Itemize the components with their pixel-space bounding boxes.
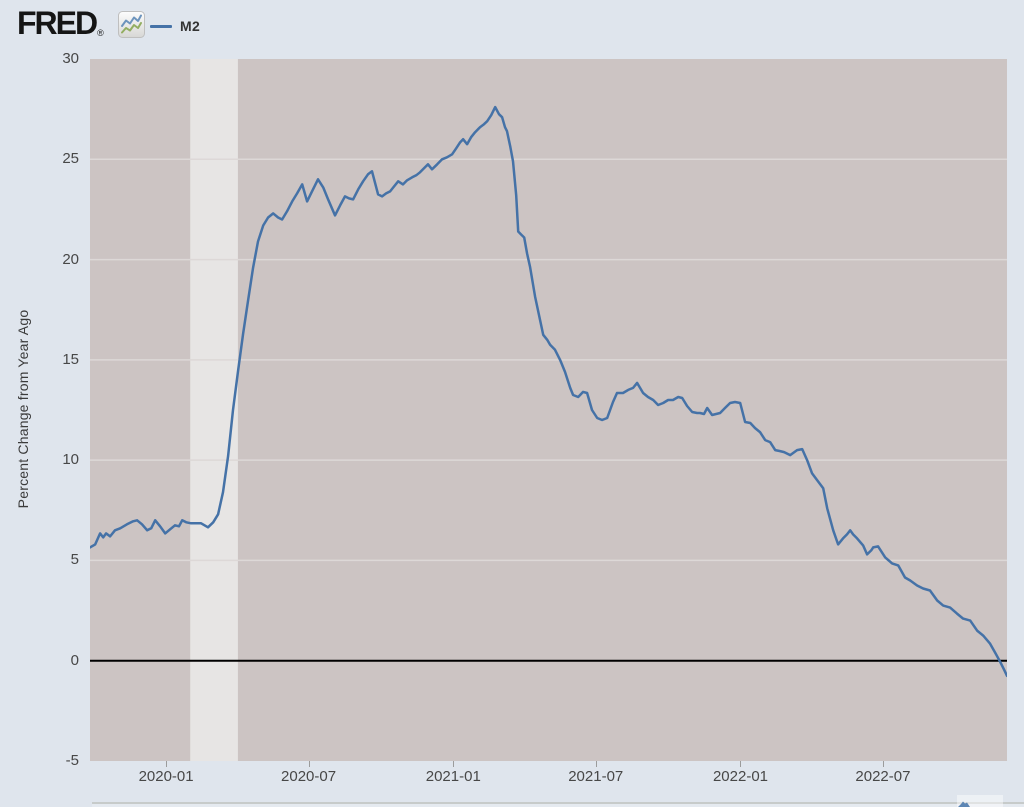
x-tick-mark [166, 761, 168, 767]
y-axis-title: Percent Change from Year Ago [15, 309, 31, 509]
registered-trademark-symbol: ® [97, 28, 104, 38]
x-tick-label: 2020-07 [281, 768, 337, 785]
y-tick-label: -5 [65, 752, 79, 769]
y-tick-label: 10 [62, 451, 79, 469]
x-tick-label: 2021-01 [425, 768, 481, 785]
navigator-window[interactable] [957, 795, 1003, 807]
y-tick-label: 5 [70, 551, 79, 569]
date-range-navigator-strip[interactable] [92, 795, 1024, 807]
fred-sparkline-icon [118, 11, 145, 43]
x-tick-label: 2021-07 [568, 768, 624, 785]
x-tick-mark [882, 761, 884, 767]
x-tick-label: 2022-01 [712, 768, 769, 785]
y-tick-label: 0 [70, 651, 79, 669]
plot-area[interactable] [90, 59, 1007, 761]
fred-logo[interactable]: FRED ® [17, 5, 106, 41]
x-tick-mark [453, 761, 455, 767]
navigator-panel-edge [92, 804, 1024, 807]
y-tick-label: 30 [62, 50, 79, 67]
x-tick-label: 2022-07 [855, 768, 911, 785]
x-tick-mark [308, 761, 310, 767]
series-line-m2 [90, 105, 1007, 678]
y-tick-label: 25 [62, 150, 79, 168]
y-tick-label: 20 [62, 250, 79, 268]
x-tick-mark [595, 761, 597, 767]
m2-line-chart [90, 59, 1007, 761]
navigator-minichart-fragment [958, 801, 970, 807]
legend-item-m2[interactable]: M2 [150, 18, 200, 34]
x-tick-label: 2020-01 [138, 768, 194, 785]
legend-line-swatch [150, 24, 172, 28]
fred-logo-text: FRED [17, 5, 98, 41]
legend-series-label: M2 [180, 18, 201, 34]
x-tick-mark [740, 761, 742, 767]
recession-band [190, 59, 238, 761]
y-tick-label: 15 [62, 350, 79, 368]
navigator-rail [92, 802, 1024, 804]
chart-header: FRED ® M2 [0, 0, 1024, 50]
